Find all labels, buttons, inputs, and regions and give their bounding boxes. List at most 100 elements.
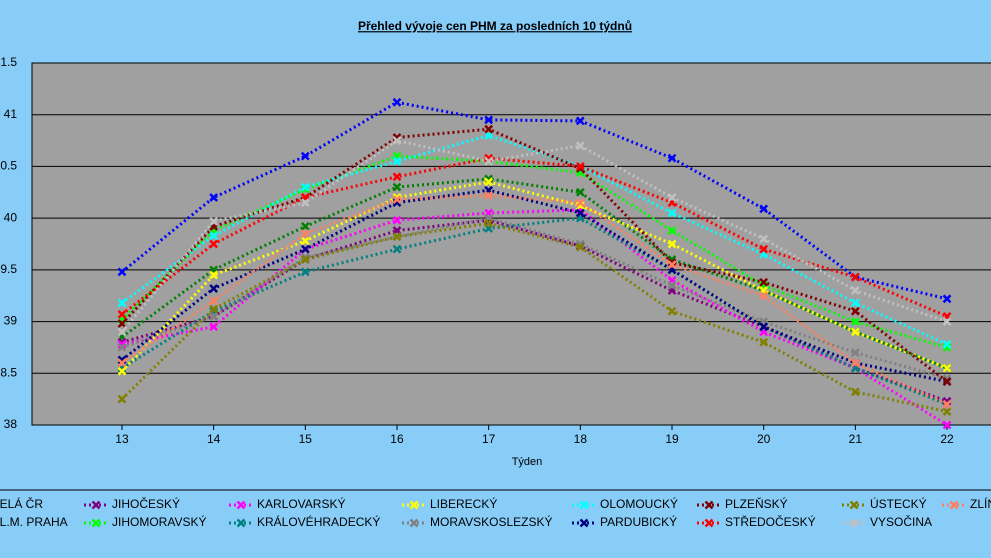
data-point [667, 239, 677, 249]
data-point [484, 218, 494, 228]
data-point [484, 191, 494, 200]
data-point [117, 327, 127, 337]
y-tick-label: 38.5 [0, 365, 17, 379]
data-point [300, 229, 310, 239]
y-tick-label: 40 [4, 210, 18, 224]
x-tick-label: 14 [207, 432, 221, 446]
data-point [209, 304, 219, 314]
y-tick-label: 39 [4, 314, 18, 328]
data-point [850, 272, 860, 282]
data-point [484, 124, 494, 134]
data-point [209, 193, 219, 202]
data-point [117, 394, 127, 404]
legend-marker [949, 500, 959, 510]
chart-title: Přehled vývoje cen PHM za posledních 10 … [358, 19, 632, 33]
data-point [117, 298, 127, 308]
legend-marker [849, 518, 859, 528]
legend-label: PARDUBICKÝ [600, 514, 677, 529]
data-point [117, 309, 127, 319]
data-point [850, 317, 860, 326]
data-point [392, 232, 402, 242]
data-point [117, 267, 127, 277]
data-point [942, 339, 952, 349]
legend-label: STŘEDOČESKÝ [725, 514, 816, 529]
data-point [667, 208, 677, 218]
legend-label: MORAVSKOSLEZSKÝ [430, 514, 552, 529]
data-point [575, 187, 585, 197]
data-point [575, 242, 585, 252]
data-point [850, 327, 860, 337]
data-point [575, 198, 585, 208]
data-point [575, 162, 585, 171]
plot-area [31, 62, 991, 426]
series-line [120, 138, 948, 333]
data-point [484, 177, 494, 187]
legend-label: LIBERECKÝ [430, 496, 497, 511]
data-point [117, 366, 127, 376]
data-point [942, 294, 952, 304]
legend-marker [91, 518, 101, 528]
data-point [667, 193, 677, 202]
y-tick-label: 40.5 [0, 159, 17, 173]
data-point [392, 136, 402, 145]
data-point [667, 153, 677, 163]
data-point [759, 204, 769, 214]
legend-marker [236, 518, 246, 528]
data-point [942, 317, 952, 326]
series-line [121, 216, 948, 380]
series-line [121, 193, 948, 406]
legend-marker [409, 500, 419, 510]
data-point [300, 236, 310, 246]
legend-label: VYSOČINA [870, 514, 932, 529]
data-point [759, 234, 769, 244]
x-tick-label: 20 [757, 432, 771, 446]
series-line [121, 177, 948, 370]
y-tick-label: 41.5 [0, 55, 17, 69]
data-point [667, 306, 677, 316]
data-point [117, 319, 127, 329]
legend-label: JIHOČESKÝ [112, 496, 180, 511]
data-point [300, 244, 310, 254]
data-point [300, 182, 310, 192]
x-axis-label: Týden [512, 456, 543, 468]
x-tick-label: 18 [574, 432, 588, 446]
legend-marker [579, 518, 589, 528]
data-point [117, 358, 127, 368]
x-tick-label: 19 [665, 432, 679, 446]
data-point [484, 115, 494, 125]
y-tick-label: 41 [4, 107, 18, 121]
data-point [209, 284, 219, 293]
data-point [942, 407, 952, 416]
data-point [667, 280, 677, 290]
data-point [209, 296, 219, 306]
legend-marker [704, 500, 714, 510]
series-line [120, 180, 948, 373]
data-point [850, 306, 860, 316]
data-point [300, 151, 310, 161]
data-point [209, 322, 219, 332]
data-point [209, 231, 219, 241]
data-point [484, 156, 494, 166]
data-point [392, 244, 402, 254]
x-tick-label: 22 [940, 432, 954, 446]
x-tick-label: 13 [115, 432, 129, 446]
legend-label: OLOMOUCKÝ [600, 496, 678, 511]
data-point [667, 260, 677, 270]
legend-label: HL.M. PRAHA [0, 515, 68, 529]
data-point [759, 291, 769, 301]
data-point [575, 208, 585, 218]
data-point [392, 195, 402, 204]
series-line [121, 100, 948, 301]
series-line [120, 221, 948, 414]
data-point [209, 239, 219, 249]
x-tick-label: 16 [390, 432, 404, 446]
x-tick-label: 15 [299, 432, 313, 446]
data-point [117, 343, 127, 352]
data-point [759, 337, 769, 347]
data-point [392, 156, 402, 166]
data-point [942, 363, 952, 373]
data-point [300, 222, 310, 231]
legend-marker [704, 518, 714, 528]
legend-marker [91, 500, 101, 510]
